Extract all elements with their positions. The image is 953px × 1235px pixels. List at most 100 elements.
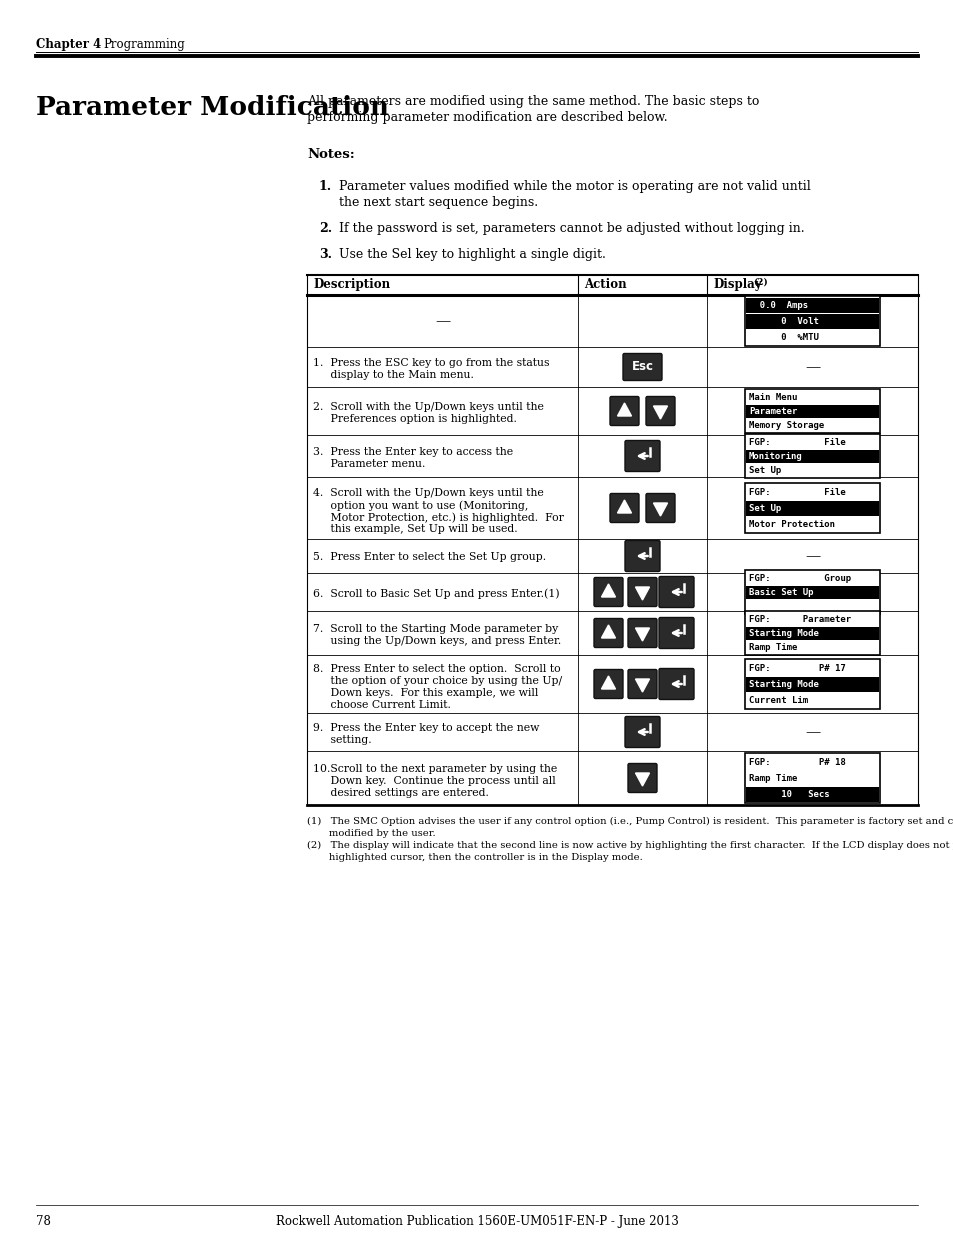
Polygon shape (653, 406, 667, 419)
Text: Rockwell Automation Publication 1560E-UM051F-EN-P - June 2013: Rockwell Automation Publication 1560E-UM… (275, 1215, 678, 1228)
FancyBboxPatch shape (659, 618, 693, 648)
Bar (745, 787, 878, 802)
Text: 10.Scroll to the next parameter by using the: 10.Scroll to the next parameter by using… (313, 763, 557, 773)
Text: Programming: Programming (103, 38, 185, 51)
Text: FGP:          File: FGP: File (748, 438, 845, 447)
Text: Current Lim: Current Lim (748, 697, 807, 705)
Bar (745, 585, 878, 599)
Text: Starting Mode: Starting Mode (748, 629, 818, 638)
FancyBboxPatch shape (624, 716, 659, 747)
Bar (745, 627, 878, 640)
FancyBboxPatch shape (622, 353, 661, 380)
Text: Ramp Time: Ramp Time (748, 643, 797, 652)
Text: highlighted cursor, then the controller is in the Display mode.: highlighted cursor, then the controller … (307, 853, 642, 862)
Text: Set Up: Set Up (748, 504, 781, 513)
Bar (744, 433, 879, 478)
FancyBboxPatch shape (609, 396, 639, 426)
Text: Main Menu: Main Menu (748, 393, 797, 403)
Text: modified by the user.: modified by the user. (307, 829, 436, 839)
Text: 3.  Press the Enter key to access the: 3. Press the Enter key to access the (313, 447, 513, 457)
Text: (1)   The SMC Option advises the user if any control option (i.e., Pump Control): (1) The SMC Option advises the user if a… (307, 818, 953, 826)
Text: FGP:          File: FGP: File (748, 488, 845, 496)
Text: 2.  Scroll with the Up/Down keys until the: 2. Scroll with the Up/Down keys until th… (313, 403, 543, 412)
Text: choose Current Limit.: choose Current Limit. (313, 700, 451, 710)
Text: 5.  Press Enter to select the Set Up group.: 5. Press Enter to select the Set Up grou… (313, 552, 545, 562)
Text: 6.  Scroll to Basic Set Up and press Enter.(1): 6. Scroll to Basic Set Up and press Ente… (313, 589, 559, 599)
Text: Preferences option is highlighted.: Preferences option is highlighted. (313, 414, 517, 424)
Text: 0  Volt: 0 Volt (748, 317, 818, 326)
Text: 1.  Press the ESC key to go from the status: 1. Press the ESC key to go from the stat… (313, 358, 549, 368)
FancyBboxPatch shape (627, 669, 657, 699)
Text: 8.  Press Enter to select the option.  Scroll to: 8. Press Enter to select the option. Scr… (313, 664, 560, 674)
Text: desired settings are entered.: desired settings are entered. (313, 788, 488, 798)
Polygon shape (601, 676, 615, 689)
Text: FGP:         P# 17: FGP: P# 17 (748, 664, 845, 673)
Text: Description: Description (313, 278, 390, 291)
Text: the option of your choice by using the Up/: the option of your choice by using the U… (313, 676, 561, 685)
FancyBboxPatch shape (624, 541, 659, 572)
Text: Motor Protection: Motor Protection (748, 520, 834, 529)
Text: using the Up/Down keys, and press Enter.: using the Up/Down keys, and press Enter. (313, 636, 560, 646)
Polygon shape (617, 500, 631, 513)
Text: 78: 78 (36, 1215, 51, 1228)
Text: —: — (804, 359, 820, 374)
Bar (744, 389, 879, 433)
Text: Monitoring: Monitoring (748, 452, 801, 461)
FancyBboxPatch shape (627, 578, 657, 606)
Bar (744, 611, 879, 655)
Polygon shape (635, 629, 649, 641)
FancyBboxPatch shape (659, 668, 693, 699)
Text: 1.: 1. (318, 180, 332, 193)
Polygon shape (601, 625, 615, 638)
Bar (745, 298, 878, 312)
Text: (2)   The display will indicate that the second line is now active by highlighti: (2) The display will indicate that the s… (307, 841, 953, 850)
Text: If the password is set, parameters cannot be adjusted without logging in.: If the password is set, parameters canno… (338, 222, 803, 235)
Polygon shape (635, 587, 649, 600)
Text: 7.  Scroll to the Starting Mode parameter by: 7. Scroll to the Starting Mode parameter… (313, 624, 558, 634)
Bar (744, 296, 879, 346)
Text: Use the Sel key to highlight a single digit.: Use the Sel key to highlight a single di… (338, 248, 605, 261)
Bar (744, 753, 879, 803)
Text: Notes:: Notes: (307, 148, 355, 161)
Text: Display: Display (712, 278, 760, 291)
Text: 10   Secs: 10 Secs (748, 790, 829, 799)
FancyBboxPatch shape (627, 619, 657, 647)
Text: 3.: 3. (318, 248, 332, 261)
Text: 0.0  Amps: 0.0 Amps (748, 301, 807, 310)
Text: —: — (435, 314, 450, 329)
Polygon shape (601, 584, 615, 597)
FancyBboxPatch shape (645, 396, 675, 426)
Text: 0  %MTU: 0 %MTU (748, 333, 818, 342)
Text: Action: Action (583, 278, 626, 291)
Text: 9.  Press the Enter key to accept the new: 9. Press the Enter key to accept the new (313, 722, 538, 734)
Text: All parameters are modified using the same method. The basic steps to: All parameters are modified using the sa… (307, 95, 759, 107)
Polygon shape (635, 679, 649, 692)
Text: Memory Storage: Memory Storage (748, 421, 823, 430)
Text: this example, Set Up will be used.: this example, Set Up will be used. (313, 524, 517, 534)
Bar (744, 483, 879, 534)
Polygon shape (653, 503, 667, 516)
Bar (745, 501, 878, 516)
Bar (745, 405, 878, 417)
Text: the next start sequence begins.: the next start sequence begins. (338, 196, 537, 209)
Text: 4.  Scroll with the Up/Down keys until the: 4. Scroll with the Up/Down keys until th… (313, 488, 543, 498)
Bar (744, 571, 879, 614)
Bar (745, 450, 878, 463)
Text: Chapter 4: Chapter 4 (36, 38, 101, 51)
Text: Set Up: Set Up (748, 466, 781, 475)
Text: FGP:         P# 18: FGP: P# 18 (748, 758, 845, 767)
FancyBboxPatch shape (659, 577, 693, 608)
Text: Down key.  Continue the process until all: Down key. Continue the process until all (313, 776, 556, 785)
FancyBboxPatch shape (594, 669, 622, 699)
Text: Parameter values modified while the motor is operating are not valid until: Parameter values modified while the moto… (338, 180, 810, 193)
Text: FGP:          Group: FGP: Group (748, 574, 850, 583)
Text: FGP:      Parameter: FGP: Parameter (748, 615, 850, 624)
FancyBboxPatch shape (624, 441, 659, 472)
FancyBboxPatch shape (594, 619, 622, 647)
Text: —: — (804, 725, 820, 739)
Bar (745, 314, 878, 329)
Text: Parameter menu.: Parameter menu. (313, 459, 425, 469)
Text: display to the Main menu.: display to the Main menu. (313, 370, 474, 380)
Text: option you want to use (Monitoring,: option you want to use (Monitoring, (313, 500, 528, 510)
Text: 2.: 2. (318, 222, 332, 235)
